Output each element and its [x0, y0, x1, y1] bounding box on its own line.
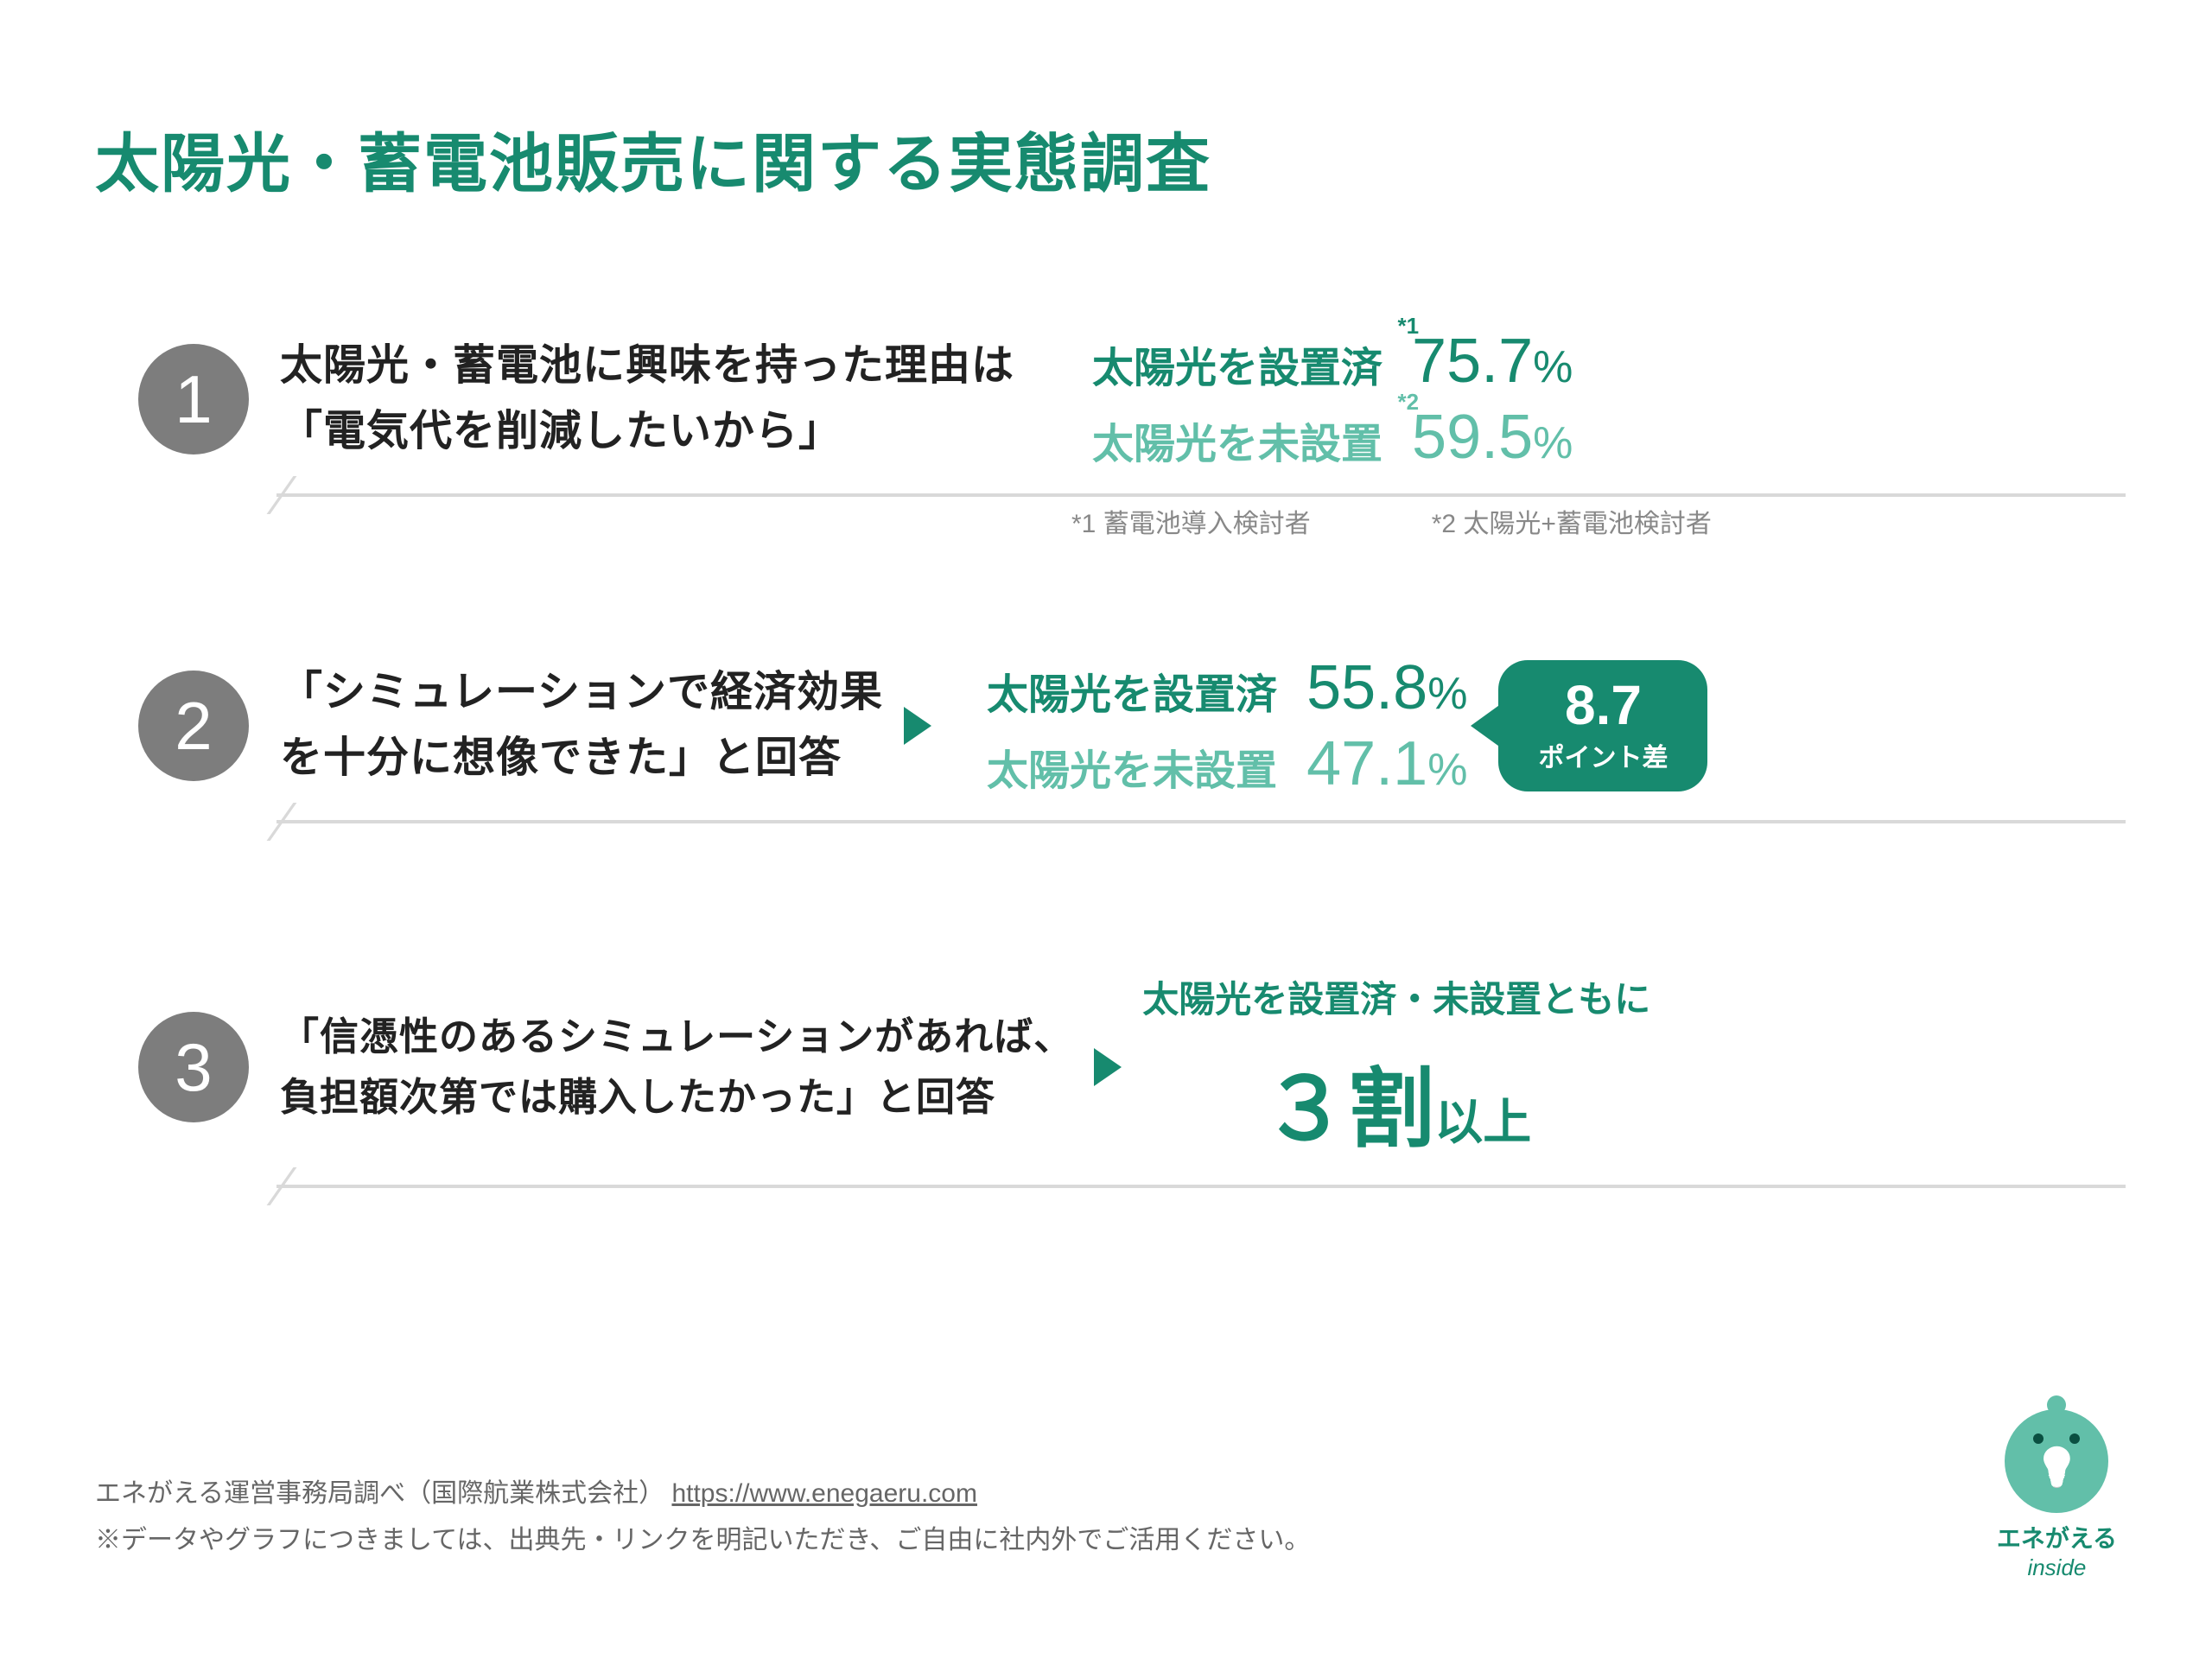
brand-logo: エネがえる inside — [1997, 1409, 2117, 1581]
brand-logo-text: エネがえる — [1997, 1520, 2117, 1554]
arrow-right-icon — [904, 707, 931, 745]
page-title: 太陽光・蓄電池販売に関する実態調査 — [95, 112, 2117, 205]
stat1a-pct: % — [1533, 342, 1573, 392]
stat2a-value: 55.8% — [1306, 652, 1467, 723]
diff-value: 8.7 — [1565, 674, 1642, 736]
stat2a-pct: % — [1427, 669, 1467, 719]
number-badge-3: 3 — [138, 1012, 249, 1122]
finding-3-lead: 「信憑性のあるシミュレーションがあれば、 負担額次第では購入したかった」と回答 — [280, 1007, 1073, 1128]
stat1b-pct: % — [1533, 418, 1573, 468]
finding-3-bottom: ３割以上 — [1142, 1039, 1650, 1164]
stat1a-sup: *1 — [1397, 313, 1419, 340]
footnote-2: *2 太陽光+蓄電池検討者 — [1432, 502, 1712, 540]
finding-3-top: 太陽光を設置済・未設置ともに — [1142, 970, 1650, 1023]
source-block: エネがえる運営事務局調べ（国際航業株式会社） https://www.enega… — [95, 1471, 1310, 1564]
divider — [276, 820, 2126, 823]
finding-2-lead-line2: を十分に想像できた」と回答 — [280, 734, 842, 781]
footnote-1: *1 蓄電池導入検討者 — [1071, 502, 1311, 540]
finding-1-lead-line2: 「電気代を削減したいから」 — [280, 408, 842, 454]
diff-bubble: 8.7 ポイント差 — [1498, 660, 1707, 791]
stat2b-number: 47.1 — [1306, 729, 1427, 798]
finding-3-lead-line1: 「信憑性のあるシミュレーションがあれば、 — [280, 1014, 1073, 1058]
finding-1: 1 太陽光・蓄電池に興味を持った理由は 「電気代を削減したいから」 太陽光を設置… — [95, 326, 2117, 540]
divider — [276, 1185, 2126, 1188]
brand-logo-icon — [2005, 1409, 2108, 1513]
stat1b-sup: *2 — [1397, 389, 1419, 416]
finding-3-lead-line2: 負担額次第では購入したかった」と回答 — [280, 1075, 995, 1119]
stat2b-pct: % — [1427, 745, 1467, 795]
brand-logo-sub: inside — [1997, 1554, 2117, 1581]
source-link[interactable]: https://www.enegaeru.com — [671, 1479, 977, 1508]
diff-unit: ポイント差 — [1538, 736, 1668, 774]
number-badge-1: 1 — [138, 344, 249, 454]
stat1a-value: 75.7% — [1412, 326, 1573, 397]
finding-1-lead: 太陽光・蓄電池に興味を持った理由は 「電気代を削減したいから」 — [280, 334, 1014, 465]
finding-3-tail: 以上 — [1434, 1095, 1531, 1149]
stat2a-number: 55.8 — [1306, 653, 1427, 722]
stat2b-value: 47.1% — [1306, 728, 1467, 799]
finding-1-lead-line1: 太陽光・蓄電池に興味を持った理由は — [280, 342, 1014, 389]
stat1b-value: 59.5% — [1412, 402, 1573, 473]
divider — [276, 493, 2126, 497]
stat1a-number: 75.7 — [1412, 327, 1533, 396]
stat2b-label: 太陽光を未設置 — [987, 736, 1277, 797]
finding-3-big: ３割 — [1262, 1061, 1434, 1158]
finding-2-lead-line1: 「シミュレーションで経済効果 — [280, 669, 883, 715]
arrow-right-icon — [1094, 1048, 1122, 1086]
stat2a-label: 太陽光を設置済 — [987, 660, 1277, 721]
stat1b-label-text: 太陽光を未設置 — [1092, 422, 1382, 467]
source-text: エネがえる運営事務局調べ（国際航業株式会社） — [95, 1479, 664, 1508]
finding-2-lead: 「シミュレーションで経済効果 を十分に想像できた」と回答 — [280, 660, 883, 791]
stat1b-label: 太陽光を未設置 *2 — [1092, 410, 1382, 470]
source-note: ※データやグラフにつきましては、出典先・リンクを明記いただき、ご自由に社内外でご… — [95, 1517, 1310, 1564]
stat1a-label: 太陽光を設置済 *1 — [1092, 334, 1382, 394]
finding-3: 3 「信憑性のあるシミュレーションがあれば、 負担額次第では購入したかった」と回… — [95, 970, 2117, 1188]
stat1b-number: 59.5 — [1412, 403, 1533, 472]
number-badge-2: 2 — [138, 671, 249, 781]
finding-2: 2 「シミュレーションで経済効果 を十分に想像できた」と回答 太陽光を設置済 5… — [95, 652, 2117, 823]
stat1a-label-text: 太陽光を設置済 — [1092, 346, 1382, 391]
finding-1-footnotes: *1 蓄電池導入検討者 *2 太陽光+蓄電池検討者 — [890, 502, 2117, 540]
